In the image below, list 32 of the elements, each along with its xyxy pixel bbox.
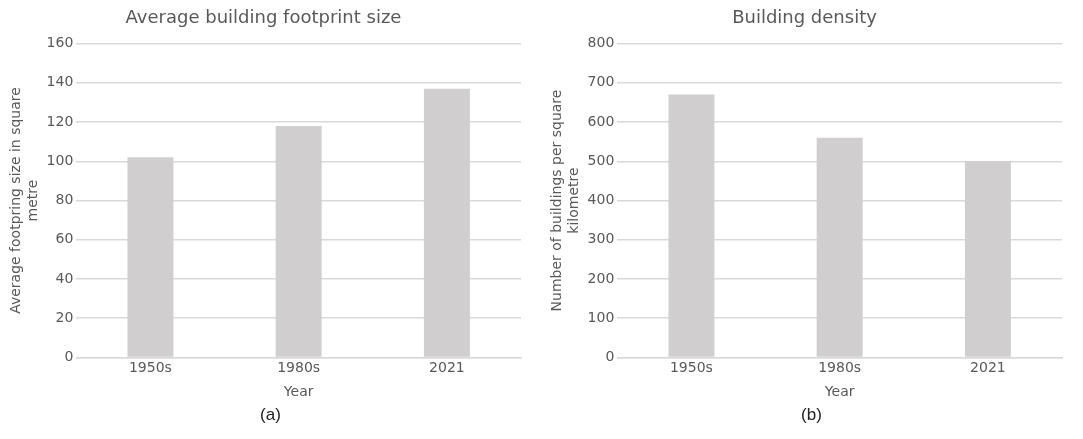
y-axis-title: Average footpring size in square metre (7, 87, 40, 314)
y-tick-label: 300 (587, 230, 615, 247)
x-tick-label: 2021 (970, 359, 1006, 376)
y-tick-label: 60 (55, 230, 74, 247)
y-tick-label: 800 (587, 34, 615, 51)
y-tick-label: 400 (587, 191, 615, 208)
y-tick-label: 120 (46, 112, 74, 129)
y-tick-label: 700 (587, 73, 615, 90)
x-tick-label: 1980s (277, 359, 321, 376)
y-tick-label: 600 (587, 112, 615, 129)
y-tick-label: 500 (587, 151, 615, 168)
text: (b) (801, 405, 822, 425)
y-tick-label: 0 (605, 348, 615, 365)
y-tick-label: 200 (587, 269, 615, 286)
x-axis-title: Year (823, 383, 855, 400)
x-tick-label: 1980s (818, 359, 862, 376)
text: (a) (260, 405, 281, 425)
chart-title: Average building footprint size (125, 6, 402, 28)
y-tick-label: 80 (55, 191, 74, 208)
y-tick-label: 100 (46, 151, 74, 168)
x-tick-label: 1950s (669, 359, 713, 376)
y-tick-label: 40 (55, 269, 74, 286)
x-tick-label: 1950s (128, 359, 172, 376)
y-tick-label: 140 (46, 73, 74, 90)
x-tick-label: 2021 (429, 359, 465, 376)
y-axis-title: Number of buildings per square kilometre (548, 89, 581, 312)
x-axis-title: Year (282, 383, 314, 400)
y-tick-label: 100 (587, 308, 615, 325)
y-tick-label: 20 (55, 308, 74, 325)
y-tick-label: 160 (46, 34, 74, 51)
y-tick-label: 0 (64, 348, 74, 365)
chart-title: Building density (732, 6, 878, 28)
